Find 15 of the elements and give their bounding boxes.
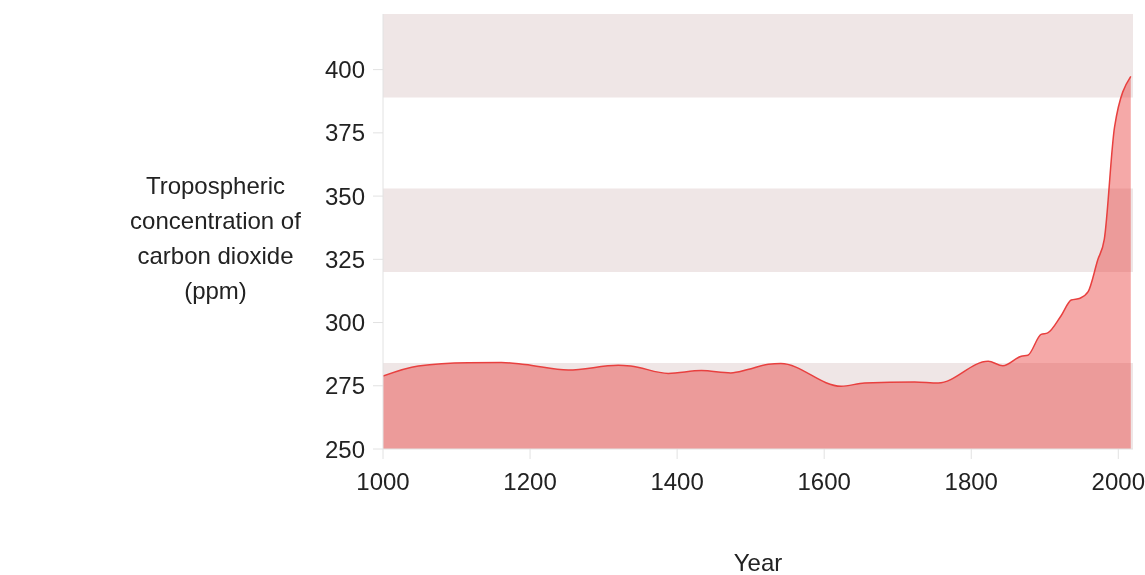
- x-tick-label: 1400: [650, 468, 704, 496]
- y-tick-label: 250: [324, 435, 365, 463]
- x-tick-label: 1800: [944, 468, 998, 496]
- y-tick-label: 300: [324, 309, 365, 337]
- y-axis-title: Tropospheric concentration of carbon dioxide (ppm): [129, 171, 302, 306]
- x-tick-label: 2000: [1091, 468, 1145, 496]
- x-tick-label: 1200: [503, 468, 557, 496]
- x-tick-label: 1000: [356, 468, 410, 496]
- x-axis-title: Year: [733, 549, 783, 575]
- y-tick-label: 375: [324, 119, 365, 147]
- y-tick-label: 325: [324, 245, 365, 273]
- y-tick-label: 275: [324, 372, 365, 400]
- y-tick-label: 350: [324, 182, 365, 210]
- x-tick-label: 1600: [797, 468, 851, 496]
- y-tick-label: 400: [324, 56, 365, 84]
